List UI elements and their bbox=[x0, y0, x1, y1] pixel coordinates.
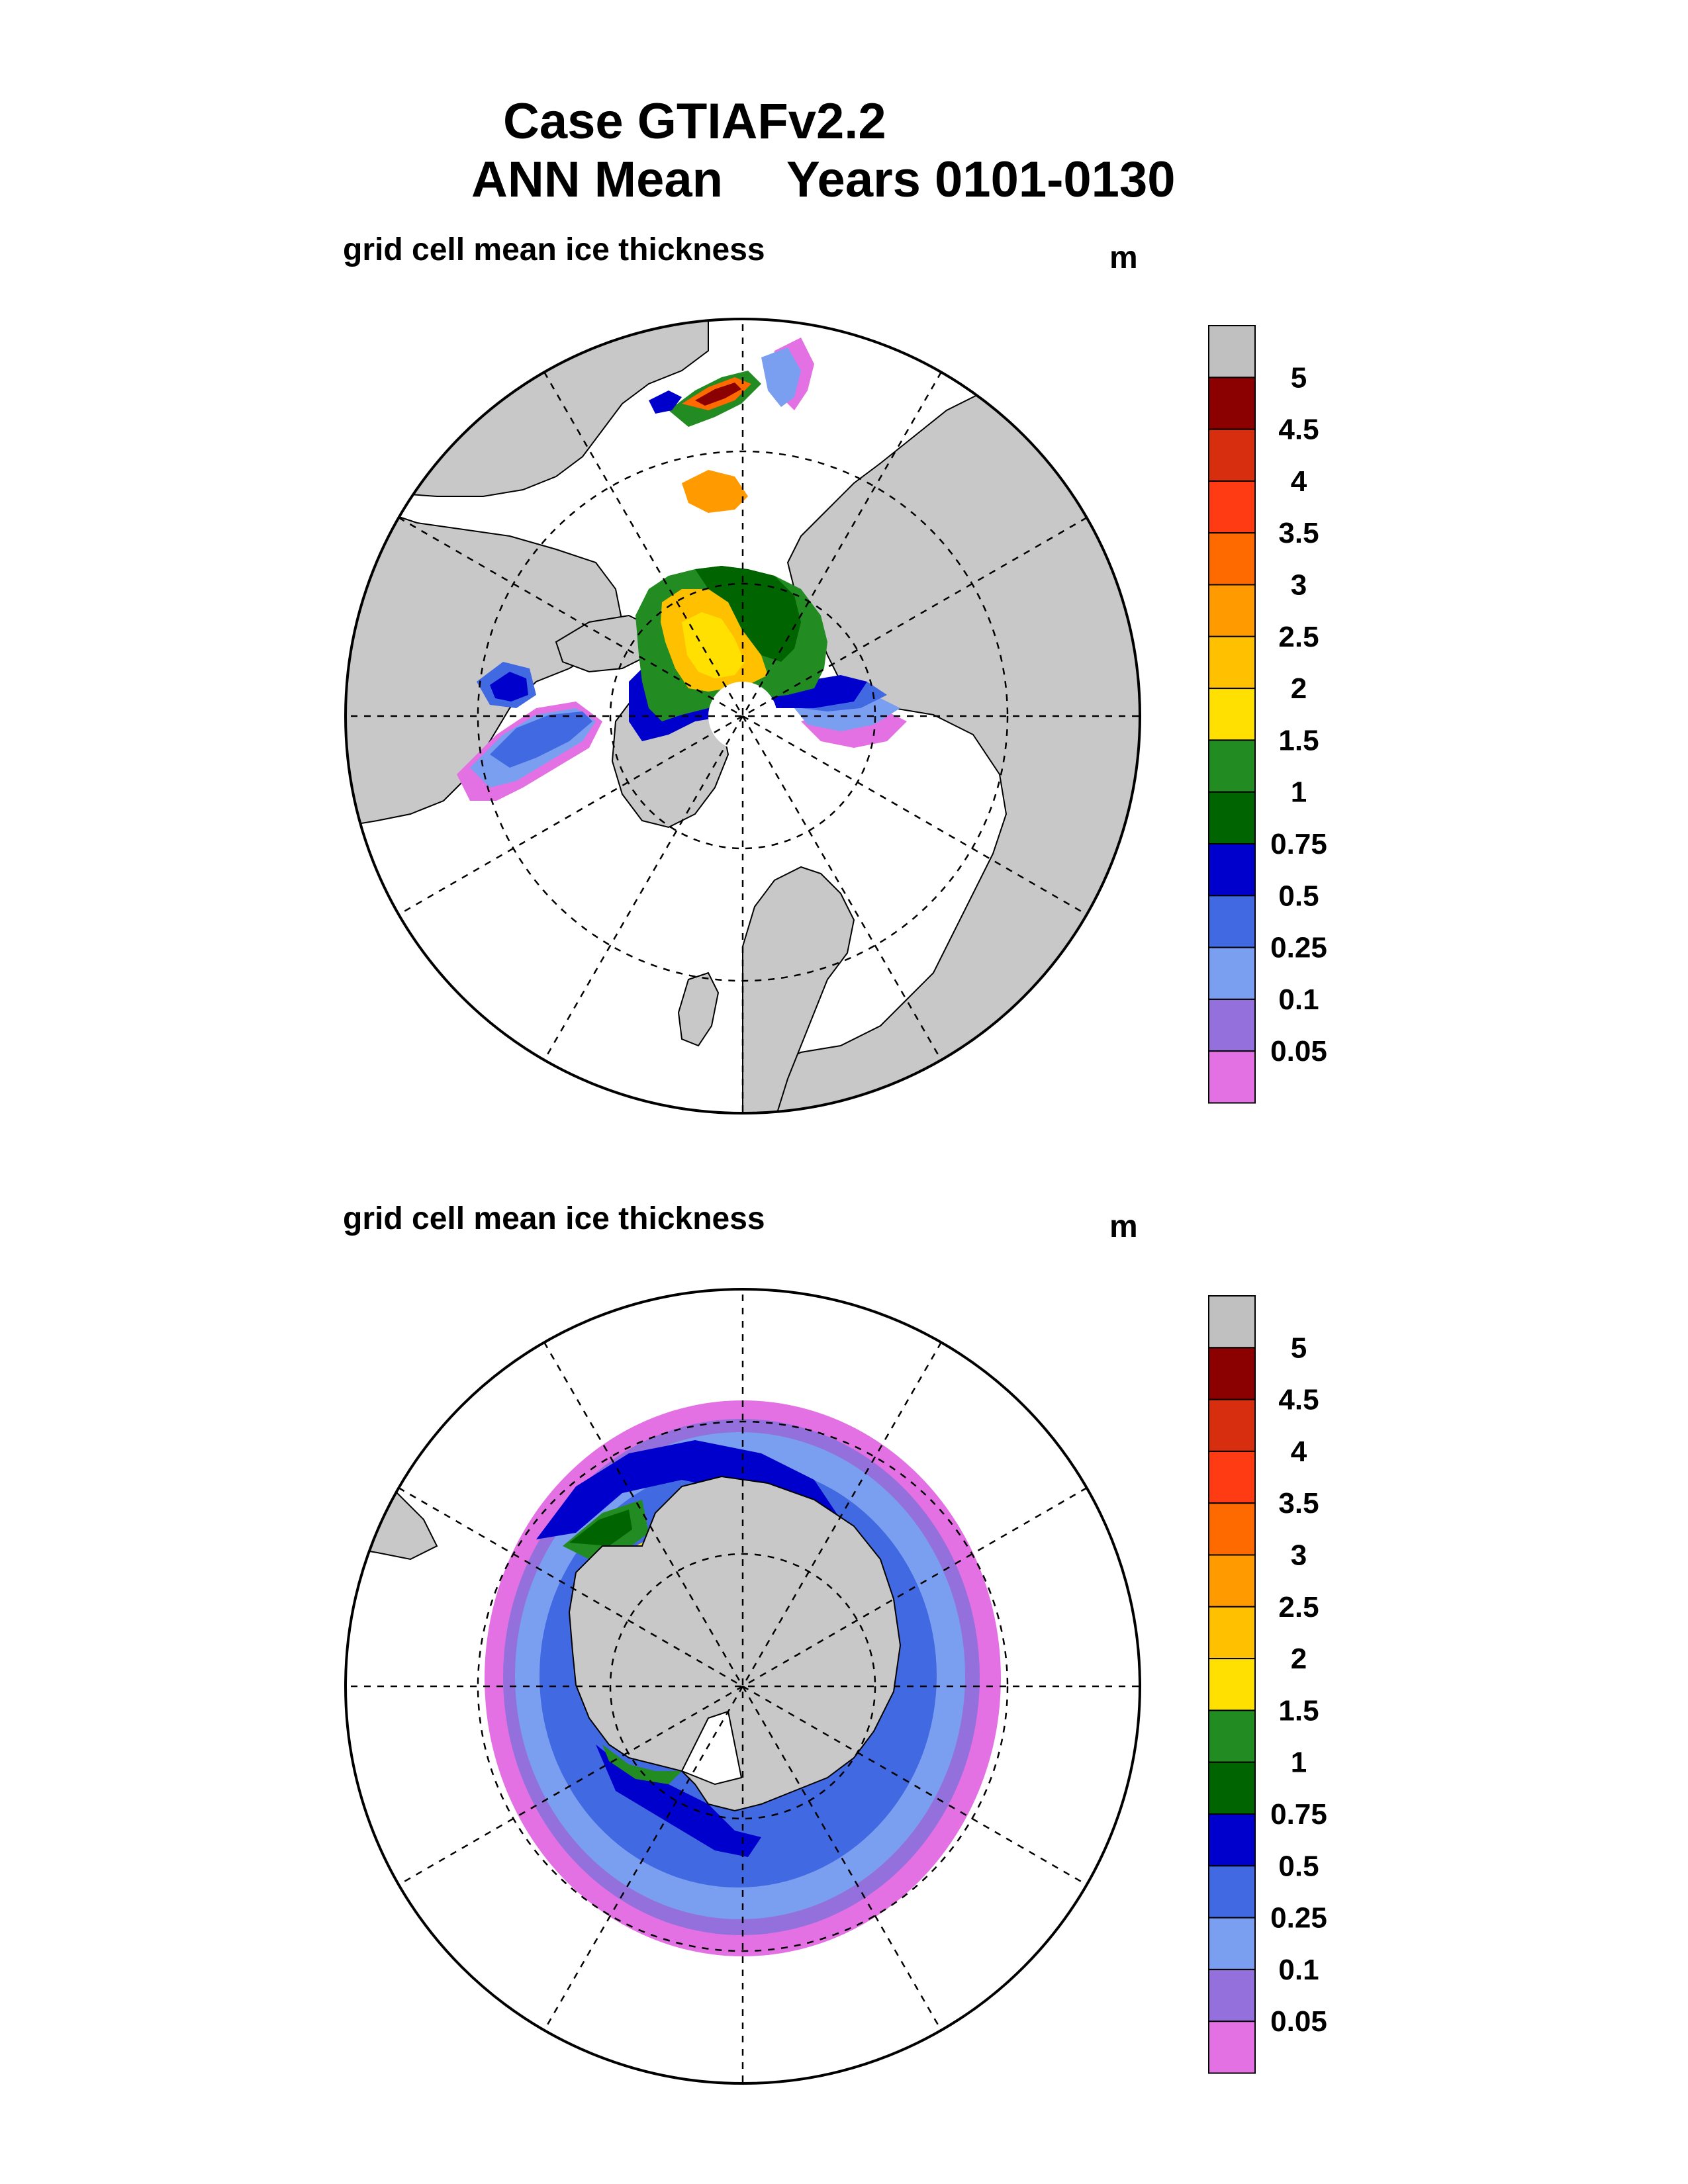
colorbar-level-label: 3.5 bbox=[1278, 517, 1319, 549]
colorbar-swatch bbox=[1208, 1917, 1256, 1970]
colorbar-level-label: 5 bbox=[1291, 361, 1307, 394]
colorbar-level-label: 0.5 bbox=[1278, 880, 1319, 912]
north-panel-subtitle: grid cell mean ice thickness bbox=[343, 232, 765, 267]
colorbar-level-label: 0.05 bbox=[1270, 2005, 1327, 2038]
colorbar-level-label: 1 bbox=[1291, 1747, 1307, 1779]
colorbar-level-label: 1.5 bbox=[1278, 724, 1319, 756]
colorbar-level-label: 0.5 bbox=[1278, 1850, 1319, 1882]
colorbar-swatch bbox=[1208, 688, 1256, 741]
colorbar-level-label: 3.5 bbox=[1278, 1487, 1319, 1520]
north-polar-map bbox=[344, 318, 1141, 1115]
south-colorbar: 5 4.5 4 3.5 3 2.5 2 1.5 1 0.75 0.5 0.25 0.1 0.05 bbox=[1208, 1295, 1327, 2074]
colorbar-level-label: 4 bbox=[1291, 1435, 1307, 1468]
colorbar-level-label: 2 bbox=[1291, 672, 1307, 705]
north-panel-units: m bbox=[1109, 240, 1138, 275]
south-map-border bbox=[344, 1288, 1141, 2085]
figure-title-case: Case GTIAFv2.2 bbox=[503, 93, 886, 150]
colorbar-swatch bbox=[1208, 1813, 1256, 1867]
colorbar-level-label: 1 bbox=[1291, 776, 1307, 809]
colorbar-swatch bbox=[1208, 739, 1256, 793]
colorbar-swatch bbox=[1208, 1658, 1256, 1711]
colorbar-swatch bbox=[1208, 1450, 1256, 1504]
colorbar-level-label: 0.75 bbox=[1270, 1798, 1327, 1831]
colorbar-swatch bbox=[1208, 998, 1256, 1052]
colorbar-swatch bbox=[1208, 1606, 1256, 1660]
colorbar-swatch bbox=[1208, 532, 1256, 586]
colorbar-level-label: 3 bbox=[1291, 1539, 1307, 1572]
south-panel-units: m bbox=[1109, 1209, 1138, 1244]
colorbar-level-label: 0.1 bbox=[1278, 1954, 1319, 1986]
antarctica-landmass bbox=[568, 1475, 902, 1812]
colorbar-swatch bbox=[1208, 635, 1256, 690]
colorbar-level-label: 0.25 bbox=[1270, 1902, 1327, 1934]
colorbar-swatch bbox=[1208, 1761, 1256, 1815]
colorbar-level-label: 4.5 bbox=[1278, 1384, 1319, 1416]
colorbar-swatch bbox=[1208, 1398, 1256, 1452]
colorbar-level-label: 2 bbox=[1291, 1643, 1307, 1675]
colorbar-swatch bbox=[1208, 377, 1256, 430]
colorbar-swatch bbox=[1208, 480, 1256, 534]
colorbar-level-label: 0.1 bbox=[1278, 983, 1319, 1016]
colorbar-swatch bbox=[1208, 584, 1256, 637]
colorbar-swatch bbox=[1208, 1554, 1256, 1608]
colorbar-level-label: 5 bbox=[1291, 1332, 1307, 1364]
colorbar-swatch bbox=[1208, 1295, 1256, 1349]
north-map-border bbox=[344, 318, 1141, 1115]
scandinavia-landmass bbox=[742, 866, 855, 1113]
years-label: Years 0101-0130 bbox=[786, 152, 1176, 208]
colorbar-swatch bbox=[1208, 895, 1256, 948]
season-label: ANN Mean bbox=[471, 152, 724, 208]
colorbar-swatch bbox=[1208, 1050, 1256, 1104]
british-isles bbox=[677, 972, 720, 1047]
colorbar-swatch bbox=[1208, 428, 1256, 482]
colorbar-level-label: 4 bbox=[1291, 465, 1307, 498]
colorbar-level-label: 0.25 bbox=[1270, 932, 1327, 964]
colorbar-level-label: 2.5 bbox=[1278, 1591, 1319, 1623]
north-colorbar: 5 4.5 4 3.5 3 2.5 2 1.5 1 0.75 0.5 0.25 0.1 0.05 bbox=[1208, 325, 1327, 1104]
colorbar-swatch bbox=[1208, 791, 1256, 845]
figure-title-period: ANN Mean Years 0101-0130 bbox=[471, 151, 1176, 208]
south-polar-map bbox=[344, 1288, 1141, 2085]
ross-ice-shelf bbox=[680, 1710, 743, 1786]
south-panel-subtitle: grid cell mean ice thickness bbox=[343, 1201, 765, 1236]
colorbar-level-label: 3 bbox=[1291, 569, 1307, 602]
south-graticule bbox=[346, 1289, 1140, 2083]
colorbar-swatch bbox=[1208, 843, 1256, 897]
colorbar-swatch bbox=[1208, 2021, 1256, 2074]
colorbar-level-label: 0.05 bbox=[1270, 1035, 1327, 1068]
north-graticule bbox=[346, 319, 1140, 1113]
colorbar-level-label: 0.75 bbox=[1270, 828, 1327, 860]
colorbar-swatch bbox=[1208, 1347, 1256, 1400]
colorbar-level-label: 1.5 bbox=[1278, 1694, 1319, 1727]
colorbar-swatch bbox=[1208, 946, 1256, 1000]
colorbar-swatch bbox=[1208, 1968, 1256, 2023]
colorbar-swatch bbox=[1208, 325, 1256, 379]
colorbar-level-label: 2.5 bbox=[1278, 621, 1319, 653]
colorbar-level-label: 4.5 bbox=[1278, 414, 1319, 446]
colorbar-swatch bbox=[1208, 1865, 1256, 1919]
colorbar-swatch bbox=[1208, 1502, 1256, 1556]
colorbar-swatch bbox=[1208, 1709, 1256, 1763]
